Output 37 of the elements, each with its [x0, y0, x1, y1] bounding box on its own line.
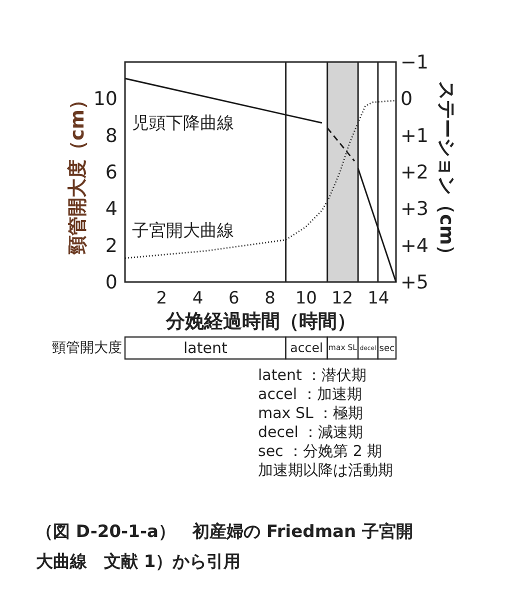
x-tick-label: 8 — [264, 288, 276, 308]
y-tick-label: 4 — [105, 198, 118, 220]
y-tick-label: 8 — [105, 124, 118, 147]
text: sec ：分娩第 2 期 — [258, 442, 382, 460]
text: max SL ：極期 — [258, 404, 364, 422]
y2-tick-label: +1 — [400, 124, 429, 147]
y-tick-label: 6 — [105, 162, 118, 184]
y-tick-label: 0 — [105, 272, 118, 294]
y-axis-title: 頸管開大度（cm） — [66, 90, 88, 256]
text: decel ：減速期 — [258, 423, 364, 441]
y2-axis-title: ステーション（cm） — [436, 80, 458, 264]
y2-tick-label: 0 — [400, 88, 413, 110]
category-label: accel — [290, 340, 323, 355]
x-tick-label: 6 — [228, 288, 240, 308]
x-axis-title: 分娩経過時間（時間） — [165, 310, 356, 332]
category-label: sec — [379, 344, 395, 354]
text: 大曲線 文献 1）から引用 — [36, 552, 241, 572]
category-label: latent — [183, 339, 228, 357]
x-tick-label: 4 — [192, 288, 204, 308]
x-tick-label: 2 — [156, 288, 168, 308]
x-tick-label: 10 — [295, 288, 317, 308]
text: 加速期以降は活動期 — [258, 461, 393, 479]
y2-tick-label: +4 — [400, 234, 429, 257]
y-tick-label: 10 — [93, 88, 118, 110]
y2-tick-label: −1 — [400, 52, 429, 74]
y-tick-label: 2 — [105, 234, 118, 257]
series-label: 児頭下降曲線 — [132, 114, 234, 134]
text: （図 D-20-1-a） 初産婦の Friedman 子宮開 — [36, 522, 414, 542]
y2-tick-label: +5 — [400, 272, 429, 294]
y2-tick-label: +3 — [400, 198, 429, 220]
series-label: 子宮開大曲線 — [132, 221, 234, 242]
text: 頸管開大度 — [52, 340, 122, 356]
x-tick-label: 14 — [368, 288, 390, 308]
x-tick-label: 12 — [331, 288, 354, 308]
y2-tick-label: +2 — [400, 162, 429, 184]
text: accel ：加速期 — [258, 385, 362, 403]
text: latent ：潜伏期 — [258, 366, 367, 384]
